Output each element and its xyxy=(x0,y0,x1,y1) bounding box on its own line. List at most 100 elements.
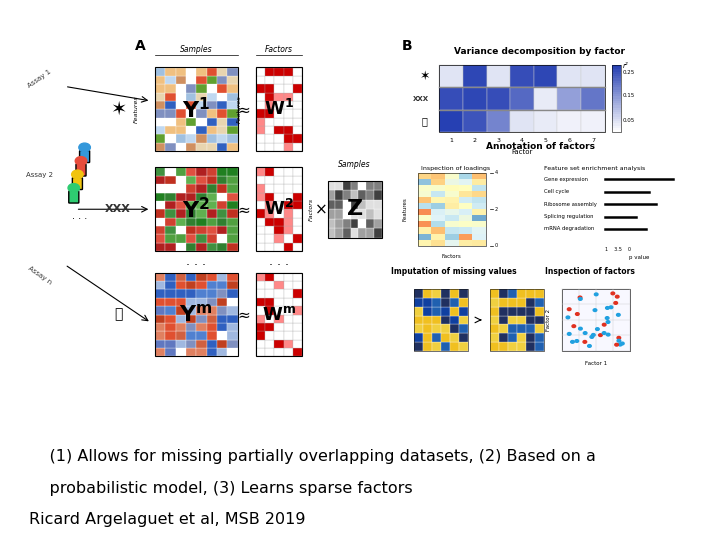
Bar xyxy=(418,185,431,191)
Bar xyxy=(265,298,274,306)
Bar xyxy=(176,101,186,109)
Bar xyxy=(516,325,526,333)
Bar xyxy=(165,134,176,143)
Bar xyxy=(293,176,302,184)
Bar xyxy=(274,84,284,93)
Bar xyxy=(196,234,207,243)
Bar xyxy=(431,209,445,215)
Bar xyxy=(256,348,265,356)
Bar xyxy=(612,119,621,121)
Bar xyxy=(508,342,516,351)
Bar xyxy=(176,68,186,76)
Bar xyxy=(207,167,217,176)
Bar xyxy=(186,314,196,323)
Bar xyxy=(490,333,498,342)
Bar xyxy=(284,289,293,298)
Circle shape xyxy=(611,292,615,295)
Bar xyxy=(612,76,621,78)
Bar xyxy=(196,118,207,126)
Bar xyxy=(165,348,176,356)
Bar xyxy=(207,331,217,340)
Bar xyxy=(498,342,508,351)
Bar xyxy=(284,192,293,201)
Bar xyxy=(459,215,472,221)
Bar xyxy=(431,227,445,233)
Bar xyxy=(186,242,196,251)
Bar xyxy=(256,109,265,118)
Bar xyxy=(374,228,382,238)
Circle shape xyxy=(606,333,610,336)
Bar xyxy=(186,93,196,101)
Bar xyxy=(274,192,284,201)
Bar xyxy=(612,117,621,119)
Bar xyxy=(414,298,423,307)
Bar xyxy=(432,289,441,298)
Circle shape xyxy=(72,170,84,179)
Circle shape xyxy=(583,341,587,343)
Bar xyxy=(359,181,366,190)
Bar xyxy=(284,109,293,118)
Circle shape xyxy=(579,327,582,330)
Bar xyxy=(217,314,228,323)
Bar xyxy=(526,289,534,298)
Bar xyxy=(293,84,302,93)
Bar xyxy=(228,68,238,76)
Bar xyxy=(256,331,265,340)
Text: 1: 1 xyxy=(449,138,453,143)
Bar xyxy=(228,118,238,126)
Circle shape xyxy=(618,343,622,346)
Bar xyxy=(293,209,302,218)
Text: A: A xyxy=(135,39,145,53)
Bar xyxy=(612,78,621,80)
Bar xyxy=(207,281,217,289)
Bar xyxy=(186,201,196,209)
Bar xyxy=(274,218,284,226)
Bar xyxy=(359,209,366,219)
Bar xyxy=(196,201,207,209)
Bar xyxy=(207,101,217,109)
Bar xyxy=(155,68,238,151)
Bar xyxy=(176,209,186,218)
Bar xyxy=(450,315,459,325)
Bar xyxy=(265,323,274,331)
FancyBboxPatch shape xyxy=(79,151,89,163)
Bar xyxy=(256,134,265,143)
Bar xyxy=(351,181,359,190)
Bar xyxy=(472,203,486,209)
Bar xyxy=(508,307,516,315)
Bar xyxy=(284,167,293,176)
Bar xyxy=(186,348,196,356)
Bar xyxy=(441,333,450,342)
Bar xyxy=(228,209,238,218)
Bar xyxy=(265,134,274,143)
Text: Factors: Factors xyxy=(442,254,462,259)
Bar xyxy=(217,192,228,201)
Bar xyxy=(366,200,374,209)
Bar xyxy=(431,221,445,227)
Circle shape xyxy=(603,323,606,326)
Bar xyxy=(374,181,382,190)
Bar xyxy=(431,179,445,185)
Bar xyxy=(196,84,207,93)
Bar xyxy=(176,201,186,209)
Bar xyxy=(441,298,450,307)
Bar xyxy=(155,201,165,209)
Bar xyxy=(217,226,228,234)
Bar xyxy=(165,234,176,243)
Bar xyxy=(228,126,238,134)
Bar xyxy=(441,325,450,333)
Bar xyxy=(265,167,274,176)
Bar xyxy=(612,126,621,128)
Bar xyxy=(256,306,265,314)
Bar xyxy=(155,167,165,176)
Bar xyxy=(155,331,165,340)
Bar xyxy=(196,192,207,201)
Bar xyxy=(557,65,581,87)
Bar xyxy=(274,340,284,348)
Bar xyxy=(256,176,265,184)
Bar xyxy=(217,84,228,93)
Bar xyxy=(165,289,176,298)
Bar xyxy=(155,209,165,218)
Text: 6: 6 xyxy=(567,138,571,143)
Bar xyxy=(165,218,176,226)
